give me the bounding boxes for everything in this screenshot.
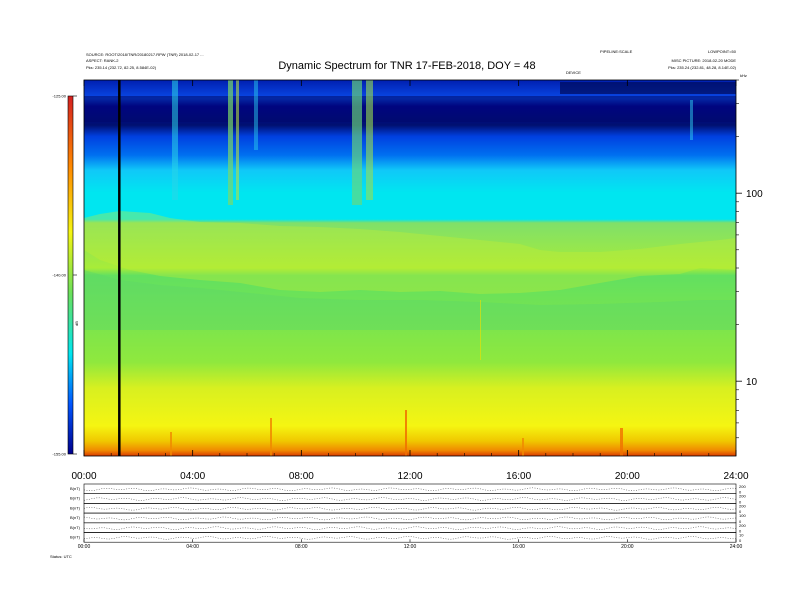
- bottom-tick-label: 12:00: [404, 544, 417, 550]
- panel-right-tick: 200: [739, 484, 746, 489]
- header-right-meta: PIPELINE:SCALE LOWPOINT=50 MISC PICTURE: 2…: [600, 49, 737, 70]
- bottom-time-axis: 00:00 04:00 08:00 12:00 16:00 20:00 24:00: [78, 539, 743, 550]
- bottom-tick-label: 04:00: [186, 544, 199, 550]
- x-tick-label: 12:00: [397, 471, 422, 482]
- panel-label: B(nT): [70, 505, 81, 510]
- header-left-line: SOURCE: ROOT/2018/TNR/20180217.RPW (TNR)…: [86, 52, 204, 57]
- colorbar-label: dB: [74, 321, 79, 326]
- panel-right-tick: 0: [739, 538, 742, 543]
- header-left-line: Pks: 235.14 (232.72, 82.25, 8.584E-02): [86, 65, 157, 70]
- panel-right-tick: 0: [739, 519, 742, 524]
- panel-label: B(nT): [70, 496, 81, 501]
- x-axis: 00:00 04:00 08:00 12:00 16:00 20:00 24:00: [71, 80, 749, 482]
- header-right-line: LOWPOINT=50: [708, 49, 737, 54]
- bottom-left-label: Status: UTC: [50, 554, 72, 559]
- panel-row: B(nT) 100: [70, 532, 744, 543]
- panel-right-tick: 0: [739, 509, 742, 514]
- bottom-tick-label: 08:00: [295, 544, 308, 550]
- panel-right-tick: 200: [739, 494, 746, 499]
- colorbar-tick-label: -140.00: [52, 273, 66, 278]
- panel-right-tick: 0: [739, 529, 742, 534]
- header-right-line: PIPELINE:SCALE: [600, 49, 633, 54]
- bottom-tick-label: 20:00: [621, 544, 634, 550]
- x-tick-label: 24:00: [723, 471, 748, 482]
- colorbar-ticks: -125.00 -140.00 -155.00: [52, 94, 77, 457]
- header-right-line: MISC PICTURE: 2018-02-20 MODE: [672, 58, 737, 63]
- x-tick-label: 16:00: [506, 471, 531, 482]
- chart-title: Dynamic Spectrum for TNR 17-FEB-2018, DO…: [278, 60, 535, 72]
- colorbar-tick-label: -155.00: [52, 452, 66, 457]
- header-right-line: Pks: 235.24 (232.81, 48.28, 8.14E-02): [668, 65, 736, 70]
- x-tick-label: 08:00: [289, 471, 314, 482]
- panel-right-tick: 200: [739, 503, 746, 508]
- panel-label: B(nT): [70, 486, 81, 491]
- header-left-meta: SOURCE: ROOT/2018/TNR/20180217.RPW (TNR)…: [86, 52, 204, 70]
- colorbar-tick-label: -125.00: [52, 94, 66, 99]
- header-left-line: ASPECT: RANK-2: [86, 58, 119, 63]
- bottom-tick-label: 00:00: [78, 544, 91, 550]
- annotation-device: DEVICE: [566, 70, 581, 75]
- panel-label: B(nT): [70, 535, 81, 540]
- panel-label: B(nT): [70, 525, 81, 530]
- y-tick-label: 100: [746, 189, 763, 200]
- x-tick-label: 00:00: [71, 471, 96, 482]
- y-tick-label: 10: [746, 377, 758, 388]
- bottom-tick-label: 24:00: [730, 544, 743, 550]
- panel-label: B(nT): [70, 515, 81, 520]
- bottom-tick-label: 16:00: [512, 544, 525, 550]
- x-tick-label: 20:00: [615, 471, 640, 482]
- panel-right-tick: 0: [739, 490, 742, 495]
- colorbar: [67, 95, 74, 455]
- panel-right-tick: 200: [739, 523, 746, 528]
- panel-right-tick: 100: [739, 513, 746, 518]
- panel-right-tick: 0: [739, 499, 742, 504]
- spectrogram: [83, 79, 737, 457]
- y-axis-right: 100 10: [736, 79, 763, 439]
- y-axis-unit: kHz: [740, 73, 747, 78]
- x-tick-label: 04:00: [180, 471, 205, 482]
- panel-right-tick: 10: [739, 533, 744, 538]
